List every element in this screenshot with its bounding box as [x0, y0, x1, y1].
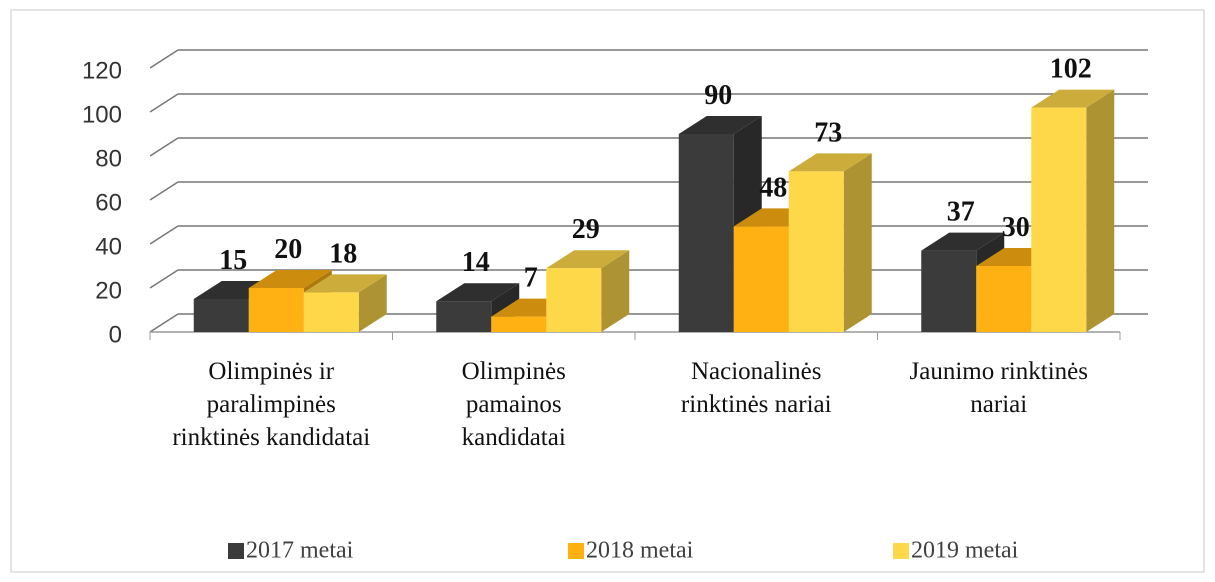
y-tick-label: 120 — [82, 57, 122, 84]
y-tick-label: 40 — [95, 233, 122, 260]
grid-line-side — [149, 181, 179, 201]
legend-label: 2018 metai — [586, 538, 694, 564]
bar-top — [1031, 89, 1115, 108]
data-label: 48 — [759, 172, 787, 203]
bar — [733, 226, 789, 332]
chart-border — [10, 9, 1205, 573]
x-tick-label: Nacionalinės rinktinės nariai — [680, 358, 832, 418]
bar-top — [788, 153, 872, 172]
data-label: 20 — [274, 234, 302, 265]
grid-line-side — [149, 93, 179, 113]
bar-side — [601, 250, 630, 332]
grid-line-side — [149, 269, 179, 289]
legend-label: 2017 metai — [246, 538, 354, 564]
data-label: 15 — [219, 245, 247, 276]
bar — [193, 299, 249, 332]
data-label: 30 — [1002, 212, 1030, 243]
bar-top — [436, 283, 520, 302]
bar — [921, 250, 977, 332]
x-tick-label: Jaunimo rinktinės nariai — [909, 358, 1088, 418]
x-tick-label: Olimpinės ir paralimpinės rinktinės kand… — [172, 358, 371, 451]
data-label: 7 — [524, 263, 538, 294]
bar — [491, 316, 547, 332]
bar — [976, 266, 1032, 332]
bar-top — [678, 116, 762, 134]
legend-swatch — [893, 543, 909, 559]
y-tick-label: 80 — [95, 145, 122, 172]
bar-side — [843, 153, 872, 332]
legend-label: 2019 metai — [911, 538, 1019, 564]
grid-line-side — [149, 225, 179, 245]
bar-top — [248, 270, 332, 288]
x-tick-label: Olimpinės pamainos kandidatai — [461, 358, 566, 451]
data-label: 18 — [329, 238, 357, 269]
grid-line-side — [149, 313, 179, 333]
bar — [678, 134, 734, 332]
data-label: 90 — [704, 80, 732, 111]
legend-swatch — [568, 543, 584, 559]
data-label: 102 — [1050, 54, 1092, 85]
y-tick-label: 0 — [109, 321, 122, 348]
y-tick-label: 100 — [82, 101, 122, 128]
bar — [436, 301, 492, 332]
bar-top — [303, 274, 387, 293]
data-label: 37 — [947, 197, 975, 228]
bar — [1031, 107, 1087, 332]
bar — [788, 171, 844, 332]
grid-line-side — [149, 49, 179, 69]
y-tick-label: 20 — [95, 277, 122, 304]
data-label: 29 — [572, 214, 600, 245]
bar — [546, 268, 602, 332]
bar — [248, 288, 304, 332]
bar-top — [921, 232, 1005, 251]
bar — [303, 292, 359, 332]
legend-swatch — [228, 543, 244, 559]
grid-line-side — [149, 137, 179, 157]
y-tick-label: 60 — [95, 189, 122, 216]
bar-side — [1086, 89, 1115, 332]
data-label: 73 — [814, 117, 842, 148]
bar-top — [546, 250, 630, 269]
data-label: 14 — [462, 247, 490, 278]
bar-side — [358, 274, 387, 332]
